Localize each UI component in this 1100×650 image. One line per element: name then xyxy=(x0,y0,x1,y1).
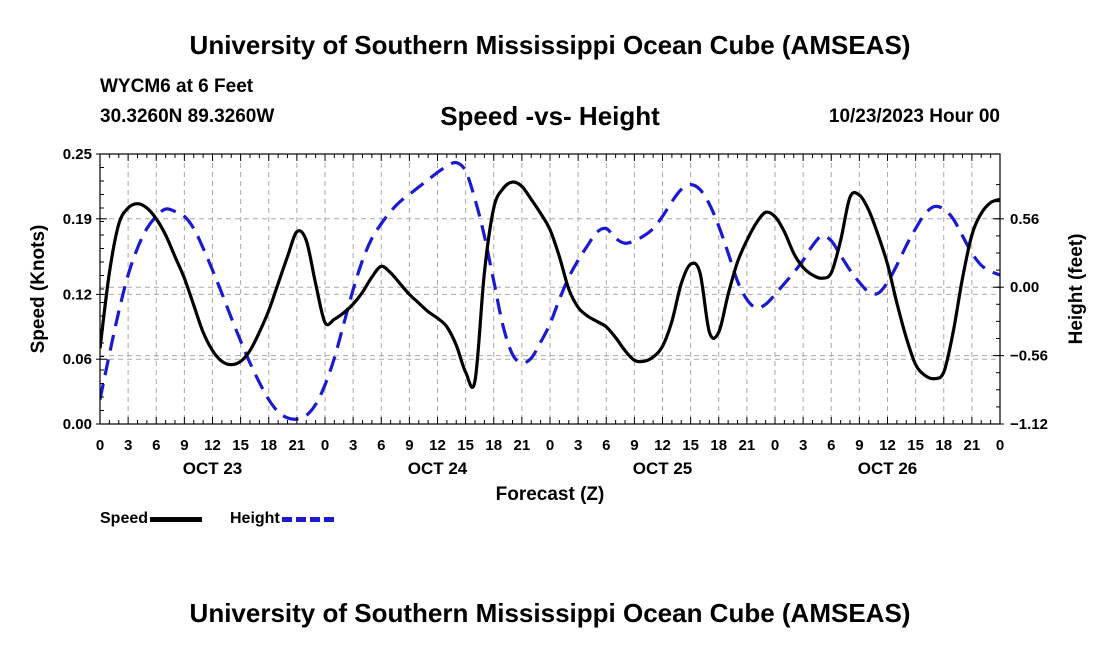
x-tick-label: 6 xyxy=(377,437,385,454)
x-tick-label: 21 xyxy=(964,437,981,454)
x-tick-label: 3 xyxy=(799,437,807,454)
y-tick-label: 0.06 xyxy=(63,351,92,368)
station-label: WYCM6 at 6 Feet xyxy=(100,76,254,97)
x-tick-label: 0 xyxy=(771,437,779,454)
day-label: OCT 26 xyxy=(858,459,918,478)
x-tick-label: 0 xyxy=(96,437,104,454)
x-tick-label: 15 xyxy=(907,437,924,454)
forecast-datetime: 10/23/2023 Hour 00 xyxy=(828,106,1000,127)
y-tick-label: 0.12 xyxy=(63,286,92,303)
day-label: OCT 25 xyxy=(633,459,693,478)
x-tick-label: 9 xyxy=(180,437,188,454)
x-tick-label: 18 xyxy=(260,437,277,454)
y2-tick-label: 0.56 xyxy=(1010,211,1039,228)
x-tick-label: 0 xyxy=(996,437,1004,454)
series-line-height xyxy=(100,160,1000,421)
x-tick-label: 15 xyxy=(457,437,474,454)
x-tick-label: 12 xyxy=(429,437,446,454)
legend-item-height: Height xyxy=(230,509,334,529)
page-title: University of Southern Mississippi Ocean… xyxy=(189,30,911,60)
x-tick-label: 21 xyxy=(739,437,756,454)
y2-tick-label: −0.56 xyxy=(1010,348,1048,365)
y-tick-label: 0.19 xyxy=(63,211,92,228)
chart-title: Speed -vs- Height xyxy=(440,101,660,131)
x-tick-label: 6 xyxy=(827,437,835,454)
x-tick-label: 0 xyxy=(321,437,329,454)
x-tick-label: 21 xyxy=(514,437,531,454)
legend-swatch-height xyxy=(281,516,334,522)
y2-axis-label: Height (feet) xyxy=(1066,234,1087,345)
x-tick-label: 9 xyxy=(405,437,413,454)
chart: 0 3 6 9 12 15 18 21 0 3 6 9 12 15 18 21 0 3 6 9 12 15 18 21 0 3 6 9… xyxy=(28,146,1087,505)
x-tick-label: 21 xyxy=(289,437,306,454)
legend-item-speed: Speed xyxy=(100,509,203,529)
y2-tick-label: −1.12 xyxy=(1010,416,1048,433)
x-tick-label: 12 xyxy=(879,437,896,454)
day-label: OCT 24 xyxy=(408,459,468,478)
x-tick-label: 18 xyxy=(485,437,502,454)
axes: 0 3 6 9 12 15 18 21 0 3 6 9 12 15 18 21 0 3 6 9 12 15 18 21 0 3 6 9… xyxy=(63,146,1048,478)
series-layer xyxy=(100,160,1000,421)
legend-label-speed: Speed xyxy=(100,510,149,527)
y-axis-label: Speed (Knots) xyxy=(28,225,49,354)
y2-tick-label: 0.00 xyxy=(1010,279,1039,296)
x-tick-label: 3 xyxy=(124,437,132,454)
x-tick-label: 15 xyxy=(232,437,249,454)
station-coordinates: 30.3260N 89.3260W xyxy=(100,106,275,127)
footer-title: University of Southern Mississippi Ocean… xyxy=(189,598,911,628)
y-tick-label: 0.25 xyxy=(63,146,92,163)
x-tick-label: 15 xyxy=(682,437,699,454)
x-tick-label: 18 xyxy=(710,437,727,454)
x-tick-label: 9 xyxy=(855,437,863,454)
x-tick-label: 12 xyxy=(654,437,671,454)
day-label: OCT 23 xyxy=(183,459,243,478)
x-tick-label: 3 xyxy=(574,437,582,454)
x-tick-label: 18 xyxy=(935,437,952,454)
x-tick-label: 6 xyxy=(602,437,610,454)
y-tick-label: 0.00 xyxy=(63,416,92,433)
x-tick-label: 6 xyxy=(152,437,160,454)
legend-swatch-speed xyxy=(150,516,203,522)
legend-label-height: Height xyxy=(230,510,280,527)
x-tick-label: 0 xyxy=(546,437,554,454)
x-tick-label: 12 xyxy=(204,437,221,454)
x-tick-label: 9 xyxy=(630,437,638,454)
series-line-speed xyxy=(100,180,1000,389)
x-axis-label: Forecast (Z) xyxy=(496,484,605,505)
x-tick-label: 3 xyxy=(349,437,357,454)
